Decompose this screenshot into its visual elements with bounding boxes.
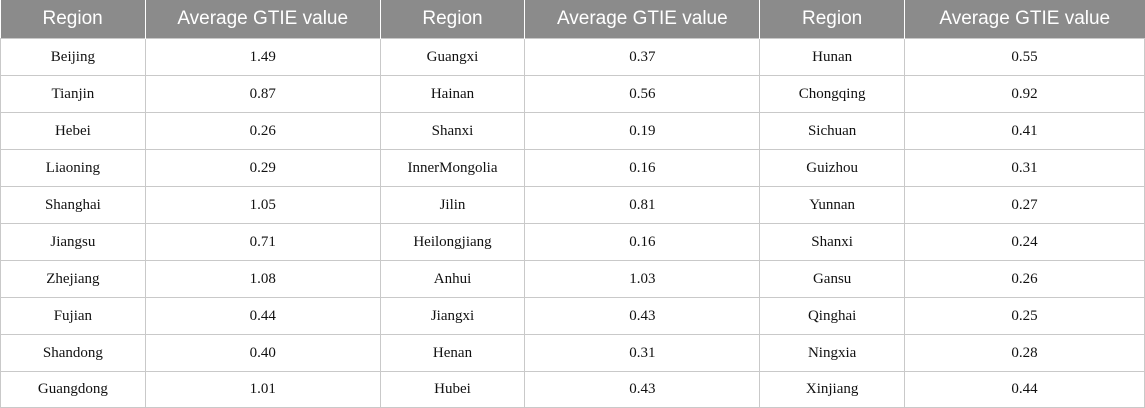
- gtie-value-cell: 0.16: [524, 223, 761, 261]
- table-row: Hebei 0.26 Shanxi 0.19 Sichuan 0.41: [0, 112, 1145, 150]
- region-cell: InnerMongolia: [379, 149, 526, 187]
- gtie-value-cell: 0.71: [144, 223, 381, 261]
- gtie-value-cell: 0.29: [144, 149, 381, 187]
- gtie-value-cell: 0.40: [144, 334, 381, 372]
- gtie-value-cell: 0.44: [144, 297, 381, 335]
- gtie-value-cell: 0.81: [524, 186, 761, 224]
- region-cell: Hunan: [759, 38, 906, 76]
- region-cell: Xinjiang: [759, 371, 906, 408]
- gtie-value-cell: 0.43: [524, 371, 761, 408]
- header-region: Region: [759, 0, 905, 39]
- region-cell: Yunnan: [759, 186, 906, 224]
- gtie-value-cell: 0.19: [524, 112, 761, 150]
- gtie-value-cell: 1.08: [144, 260, 381, 298]
- table-row: Zhejiang 1.08 Anhui 1.03 Gansu 0.26: [0, 260, 1145, 298]
- region-cell: Heilongjiang: [379, 223, 526, 261]
- region-cell: Liaoning: [0, 149, 146, 187]
- region-cell: Fujian: [0, 297, 146, 335]
- gtie-value-cell: 0.92: [904, 75, 1145, 113]
- gtie-value-cell: 0.37: [524, 38, 761, 76]
- gtie-value-cell: 0.26: [144, 112, 381, 150]
- gtie-value-cell: 1.05: [144, 186, 381, 224]
- gtie-value-cell: 0.27: [904, 186, 1145, 224]
- table-row: Guangdong 1.01 Hubei 0.43 Xinjiang 0.44: [0, 371, 1145, 408]
- region-cell: Tianjin: [0, 75, 146, 113]
- gtie-value-cell: 0.43: [524, 297, 761, 335]
- header-region: Region: [379, 0, 525, 39]
- region-cell: Guizhou: [759, 149, 906, 187]
- gtie-value-cell: 0.87: [144, 75, 381, 113]
- region-cell: Jiangsu: [0, 223, 146, 261]
- region-cell: Zhejiang: [0, 260, 146, 298]
- region-cell: Shandong: [0, 334, 146, 372]
- gtie-value-cell: 1.01: [144, 371, 381, 408]
- gtie-value-cell: 0.31: [524, 334, 761, 372]
- header-row: Region Average GTIE value Region Average…: [0, 0, 1145, 39]
- region-cell: Shanghai: [0, 186, 146, 224]
- region-cell: Chongqing: [759, 75, 906, 113]
- region-cell: Jilin: [379, 186, 526, 224]
- region-cell: Guangxi: [379, 38, 526, 76]
- gtie-value-cell: 1.03: [524, 260, 761, 298]
- table-row: Beijing 1.49 Guangxi 0.37 Hunan 0.55: [0, 38, 1145, 76]
- header-region: Region: [0, 0, 146, 39]
- region-cell: Hainan: [379, 75, 526, 113]
- gtie-value-cell: 0.31: [904, 149, 1145, 187]
- region-cell: Henan: [379, 334, 526, 372]
- header-average-gtie-value: Average GTIE value: [144, 0, 381, 39]
- table-row: Fujian 0.44 Jiangxi 0.43 Qinghai 0.25: [0, 297, 1145, 335]
- gtie-value-cell: 0.56: [524, 75, 761, 113]
- region-cell: Hebei: [0, 112, 146, 150]
- region-cell: Shanxi: [379, 112, 526, 150]
- gtie-value-cell: 0.26: [904, 260, 1145, 298]
- table-body: Beijing 1.49 Guangxi 0.37 Hunan 0.55 Tianjin 0.…: [0, 38, 1145, 408]
- table-row: Shandong 0.40 Henan 0.31 Ningxia 0.28: [0, 334, 1145, 372]
- gtie-value-cell: 0.16: [524, 149, 761, 187]
- gtie-value-cell: 0.55: [904, 38, 1145, 76]
- gtie-value-cell: 0.44: [904, 371, 1145, 408]
- gtie-value-cell: 0.25: [904, 297, 1145, 335]
- region-cell: Hubei: [379, 371, 526, 408]
- table-row: Tianjin 0.87 Hainan 0.56 Chongqing 0.92: [0, 75, 1145, 113]
- gtie-value-cell: 0.24: [904, 223, 1145, 261]
- region-cell: Gansu: [759, 260, 906, 298]
- region-cell: Beijing: [0, 38, 146, 76]
- header-average-gtie-value: Average GTIE value: [524, 0, 760, 39]
- region-cell: Jiangxi: [379, 297, 526, 335]
- region-cell: Sichuan: [759, 112, 906, 150]
- gtie-value-cell: 0.28: [904, 334, 1145, 372]
- table-row: Shanghai 1.05 Jilin 0.81 Yunnan 0.27: [0, 186, 1145, 224]
- region-cell: Qinghai: [759, 297, 906, 335]
- header-average-gtie-value: Average GTIE value: [904, 0, 1145, 39]
- region-cell: Guangdong: [0, 371, 146, 408]
- table-row: Liaoning 0.29 InnerMongolia 0.16 Guizhou 0.31: [0, 149, 1145, 187]
- table-row: Jiangsu 0.71 Heilongjiang 0.16 Shanxi 0.24: [0, 223, 1145, 261]
- table-header: Region Average GTIE value Region Average…: [0, 0, 1145, 39]
- gtie-value-cell: 1.49: [144, 38, 381, 76]
- gtie-value-cell: 0.41: [904, 112, 1145, 150]
- region-cell: Anhui: [379, 260, 526, 298]
- region-cell: Ningxia: [759, 334, 906, 372]
- region-cell: Shanxi: [759, 223, 906, 261]
